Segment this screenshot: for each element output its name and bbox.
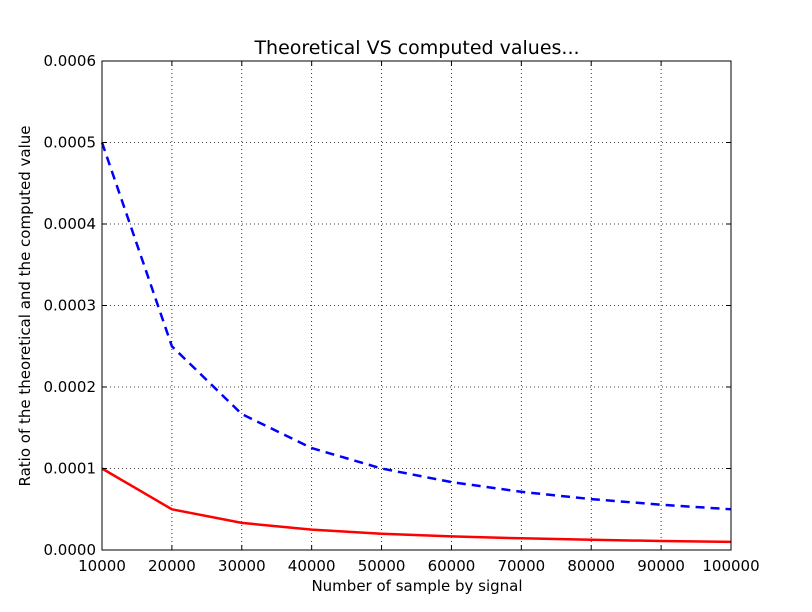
chart-title: Theoretical VS computed values... <box>253 37 579 59</box>
ticks: 10000 20000 30000 40000 50000 60000 70000 80000… <box>44 52 760 575</box>
series-line-1 <box>101 467 732 544</box>
x-tick-label: 90000 <box>637 557 685 575</box>
y-axis-label: Ratio of the theoretical and the compute… <box>16 126 34 487</box>
y-tick-label: 0.0003 <box>44 297 97 315</box>
series-line-0 <box>100 142 732 511</box>
x-tick-label: 50000 <box>358 557 406 575</box>
x-tick-label: 80000 <box>567 557 615 575</box>
x-tick-label: 40000 <box>288 557 336 575</box>
x-tick-label: 30000 <box>218 557 266 575</box>
grid <box>102 61 731 550</box>
x-tick-label: 10000 <box>78 557 126 575</box>
x-tick-label: 70000 <box>497 557 545 575</box>
x-tick-label: 20000 <box>148 557 196 575</box>
y-tick-label: 0.0004 <box>44 215 97 233</box>
y-tick-label: 0.0001 <box>44 460 97 478</box>
y-tick-label: 0.0000 <box>44 541 97 559</box>
y-tick-label: 0.0002 <box>44 378 97 396</box>
plot-frame <box>101 60 732 551</box>
series-layer <box>100 142 732 544</box>
y-tick-label: 0.0005 <box>44 134 97 152</box>
x-tick-label: 100000 <box>702 557 759 575</box>
y-tick-label: 0.0006 <box>44 52 97 70</box>
x-tick-label: 60000 <box>428 557 476 575</box>
x-axis-label: Number of sample by signal <box>311 577 522 595</box>
